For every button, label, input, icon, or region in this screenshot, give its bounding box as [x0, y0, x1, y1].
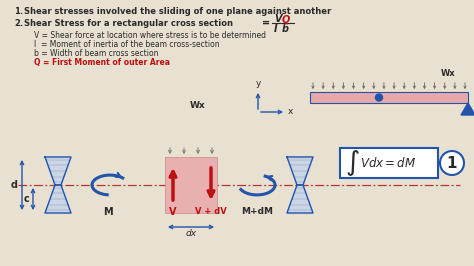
Text: dx: dx: [185, 229, 197, 238]
Text: V: V: [274, 14, 282, 24]
Text: Shear Stress for a rectangular cross section: Shear Stress for a rectangular cross sec…: [24, 19, 233, 28]
Text: $Vdx = dM$: $Vdx = dM$: [360, 156, 416, 170]
Text: =: =: [262, 18, 270, 28]
Text: I  = Moment of inertia of the beam cross-section: I = Moment of inertia of the beam cross-…: [34, 40, 219, 49]
Polygon shape: [45, 157, 71, 185]
Text: M+dM: M+dM: [241, 207, 273, 216]
Text: 1: 1: [447, 156, 457, 171]
Text: b = Width of beam cross section: b = Width of beam cross section: [34, 49, 158, 58]
Text: Wx: Wx: [190, 101, 206, 110]
Text: 2.: 2.: [14, 19, 23, 28]
Polygon shape: [45, 185, 71, 213]
Bar: [340, 148, 438, 178]
Text: V = Shear force at location where stress is to be determined: V = Shear force at location where stress…: [34, 31, 266, 40]
Text: c: c: [23, 194, 29, 204]
Text: Q = First Moment of outer Area: Q = First Moment of outer Area: [34, 58, 170, 67]
Circle shape: [375, 94, 383, 101]
Bar: [165, 157, 217, 213]
Text: Wx: Wx: [441, 69, 456, 78]
Text: y: y: [255, 79, 261, 88]
Text: d: d: [11, 180, 18, 190]
Text: I: I: [274, 24, 278, 34]
Text: $\int$: $\int$: [345, 148, 360, 178]
Text: x: x: [288, 107, 293, 117]
Polygon shape: [287, 157, 313, 185]
Text: V + dV: V + dV: [195, 207, 227, 216]
Text: M: M: [103, 207, 113, 217]
Text: Q: Q: [282, 14, 290, 24]
Circle shape: [440, 151, 464, 175]
Text: V: V: [169, 207, 177, 217]
Text: 1.: 1.: [14, 7, 23, 16]
Text: Shear stresses involved the sliding of one plane against another: Shear stresses involved the sliding of o…: [24, 7, 331, 16]
Polygon shape: [461, 103, 474, 115]
Bar: [310, 92, 468, 103]
Polygon shape: [287, 185, 313, 213]
Text: b: b: [282, 24, 289, 34]
